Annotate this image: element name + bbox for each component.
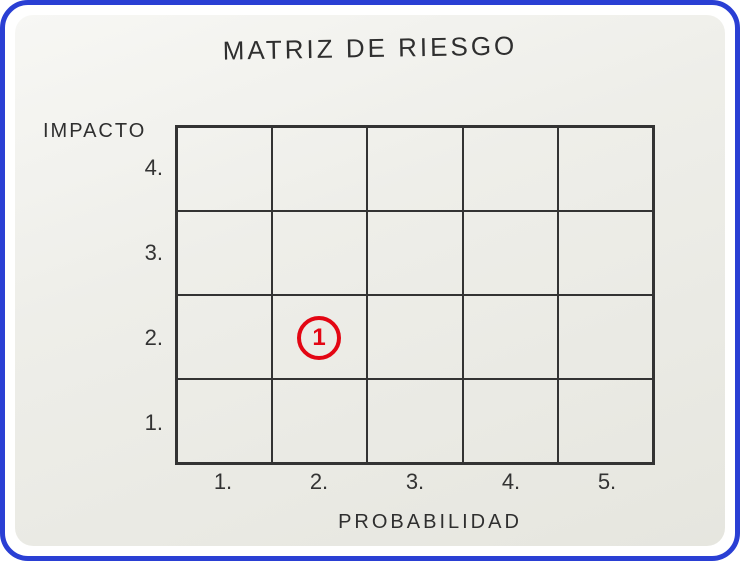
y-tick: 1.	[135, 380, 169, 465]
grid-cell	[177, 127, 272, 211]
x-tick: 3.	[367, 469, 463, 499]
whiteboard: MATRIZ DE RIESGO IMPACTO 4.3.2.1. 1 1.2.…	[15, 15, 725, 546]
grid-cell	[272, 211, 367, 295]
x-tick: 5.	[559, 469, 655, 499]
grid-cell	[177, 211, 272, 295]
y-tick: 4.	[135, 125, 169, 210]
grid-cell	[367, 127, 462, 211]
grid-cell	[558, 127, 653, 211]
grid-cell	[367, 295, 462, 379]
grid-cell	[367, 211, 462, 295]
grid-cell	[367, 379, 462, 463]
risk-grid	[175, 125, 655, 465]
chart-title: MATRIZ DE RIESGO	[15, 27, 725, 70]
outer-frame: MATRIZ DE RIESGO IMPACTO 4.3.2.1. 1 1.2.…	[0, 0, 740, 561]
x-axis-label: PROBABILIDAD	[15, 511, 725, 534]
grid-cell	[558, 211, 653, 295]
x-tick: 1.	[175, 469, 271, 499]
grid-cell	[177, 295, 272, 379]
y-tick: 3.	[135, 210, 169, 295]
x-tick: 4.	[463, 469, 559, 499]
y-axis-ticks: 4.3.2.1.	[135, 125, 169, 465]
y-axis-label: IMPACTO	[43, 120, 146, 143]
grid-cell	[463, 211, 558, 295]
grid-cell	[272, 127, 367, 211]
grid-cell	[177, 379, 272, 463]
risk-marker: 1	[297, 316, 341, 360]
grid-cell	[272, 379, 367, 463]
x-tick: 2.	[271, 469, 367, 499]
grid-cell	[558, 379, 653, 463]
grid-cell	[558, 295, 653, 379]
grid-cell	[463, 295, 558, 379]
grid-area: 1	[175, 125, 655, 465]
grid-cell	[463, 127, 558, 211]
y-tick: 2.	[135, 295, 169, 380]
grid-cell	[463, 379, 558, 463]
x-axis-ticks: 1.2.3.4.5.	[175, 469, 655, 499]
